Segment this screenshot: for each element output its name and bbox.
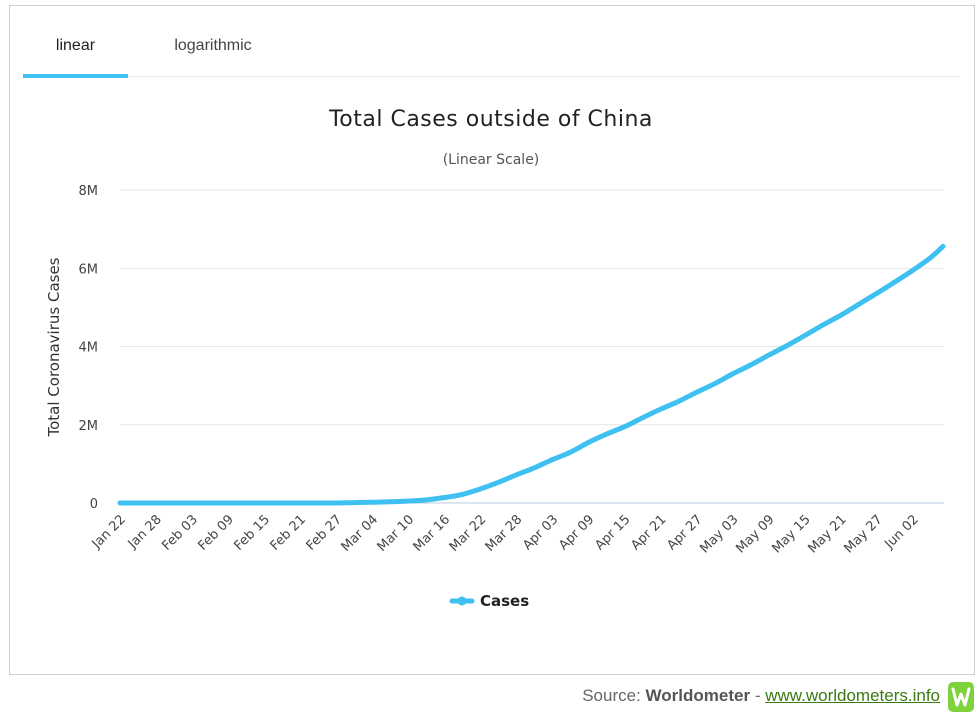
- source-link[interactable]: www.worldometers.info: [765, 686, 940, 705]
- chart-panel: [9, 5, 975, 675]
- x-tick-label: Jun 02: [881, 512, 921, 552]
- y-tick-label: 6M: [79, 262, 99, 277]
- tab-linear[interactable]: linear: [23, 20, 128, 78]
- y-tick-label: 4M: [79, 341, 99, 356]
- y-axis-title: Total Coronavirus Cases: [45, 257, 63, 437]
- x-tick-label: Feb 21: [268, 512, 310, 554]
- source-separator: -: [754, 686, 761, 705]
- scale-tabs: linear logarithmic: [23, 20, 959, 78]
- x-tick-label: Apr 21: [628, 512, 669, 553]
- source-credit: Source: Worldometer - www.worldometers.i…: [582, 686, 940, 706]
- x-tick-label: Apr 15: [592, 512, 633, 553]
- x-tick-label: May 27: [842, 512, 886, 556]
- x-tick-label: May 15: [769, 512, 813, 556]
- x-tick-label: Feb 27: [304, 512, 346, 554]
- y-tick-label: 0: [90, 497, 98, 512]
- y-axis-labels: 0 2M 4M 6M 8M: [79, 184, 99, 512]
- chart-title: Total Cases outside of China: [328, 107, 653, 132]
- worldometer-logo-icon[interactable]: [948, 682, 974, 712]
- tab-logarithmic[interactable]: logarithmic: [174, 37, 252, 54]
- x-tick-label: Feb 15: [231, 512, 273, 554]
- x-tick-label: Jan 22: [89, 512, 129, 552]
- source-prefix: Source:: [582, 686, 641, 705]
- legend-label-cases[interactable]: Cases: [480, 592, 529, 610]
- x-tick-label: May 03: [697, 512, 741, 556]
- x-tick-label: Feb 03: [159, 512, 201, 554]
- x-tick-label: Mar 10: [375, 512, 418, 555]
- x-tick-label: Jan 28: [125, 512, 165, 552]
- x-tick-label: Feb 09: [195, 512, 237, 554]
- x-tick-label: May 21: [805, 512, 849, 556]
- x-tick-label: Apr 03: [520, 512, 561, 553]
- line-chart: Total Cases outside of China (Linear Sca…: [45, 107, 946, 610]
- source-name: Worldometer: [645, 686, 751, 705]
- x-tick-label: Mar 04: [339, 512, 382, 555]
- legend[interactable]: Cases: [449, 592, 529, 610]
- x-tick-label: Mar 28: [483, 512, 526, 555]
- grid-lines: [120, 189, 944, 504]
- x-tick-label: Mar 16: [411, 512, 454, 555]
- chart-subtitle: (Linear Scale): [443, 152, 540, 168]
- y-tick-label: 8M: [79, 184, 99, 199]
- y-tick-label: 2M: [79, 419, 99, 434]
- legend-swatch-marker: [457, 596, 467, 606]
- x-tick-label: Mar 22: [447, 512, 490, 555]
- series-line-cases: [117, 243, 946, 506]
- x-tick-label: Apr 09: [556, 512, 597, 553]
- x-tick-label: May 09: [733, 512, 777, 556]
- series-cases: [117, 243, 946, 506]
